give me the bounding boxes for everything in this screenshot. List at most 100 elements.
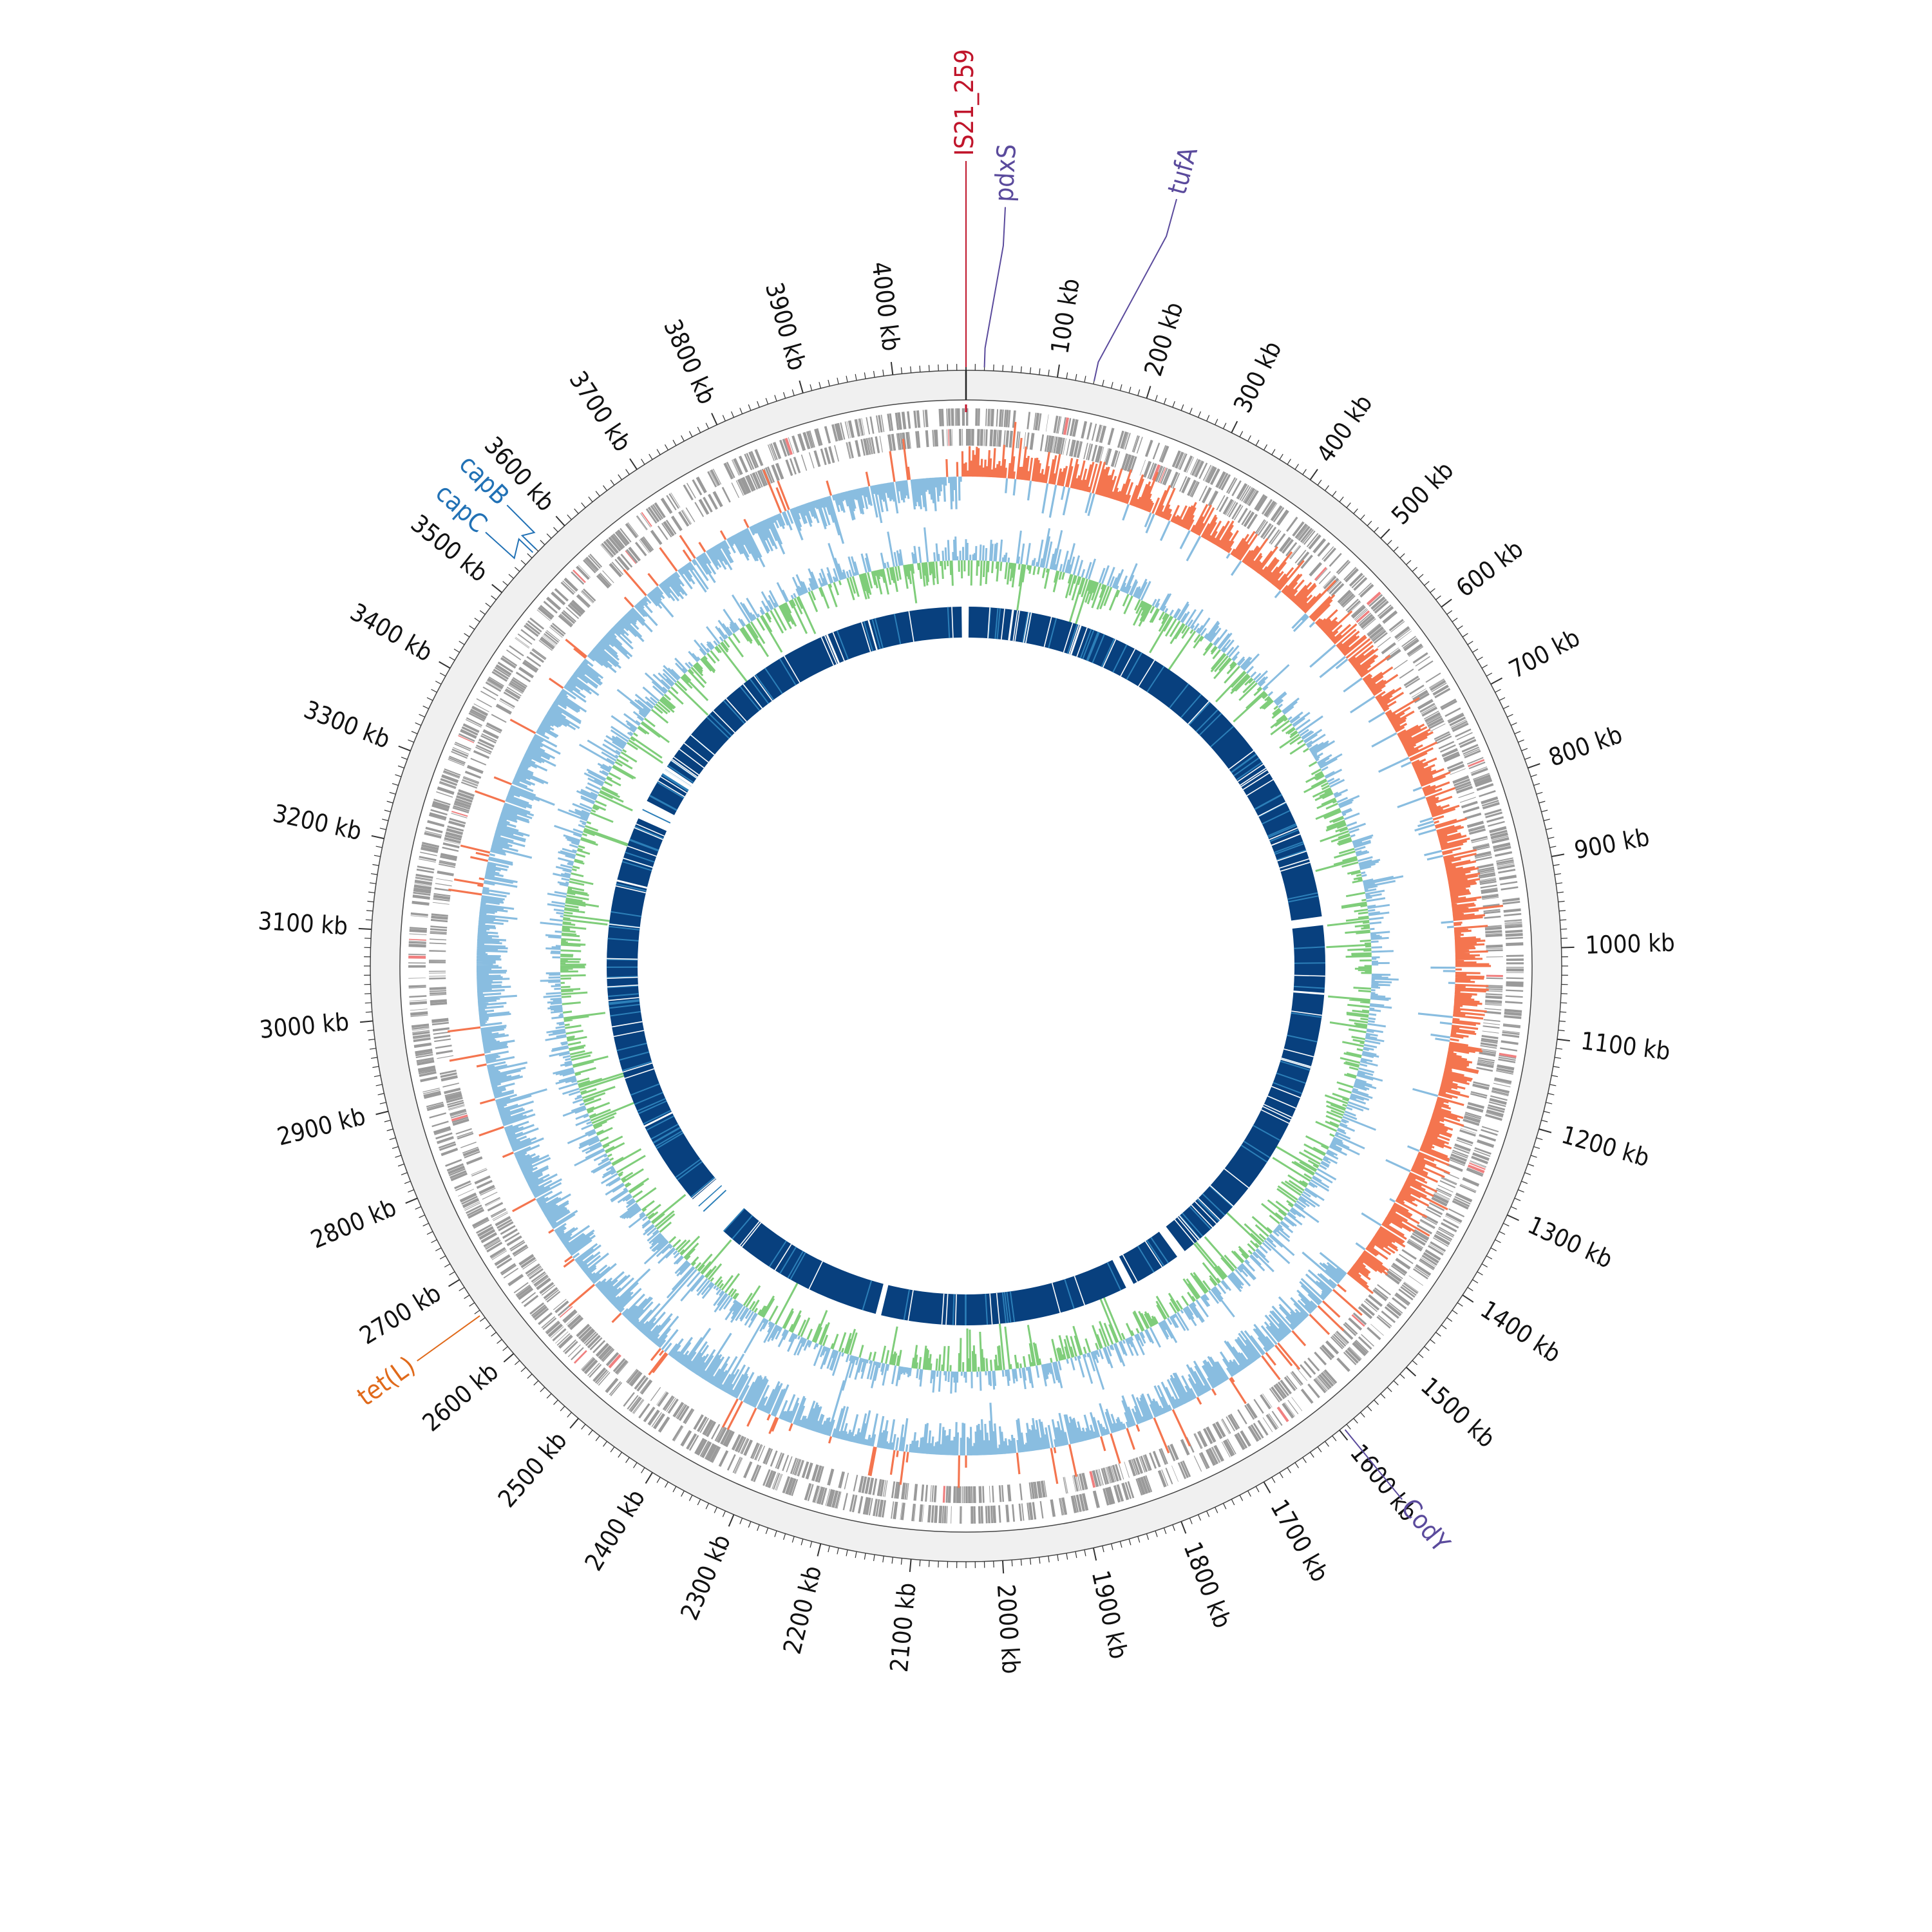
- minor-tick: [1102, 379, 1104, 386]
- minor-tick: [1332, 491, 1337, 497]
- minor-tick: [1222, 422, 1227, 429]
- tick-label: 1100 kb: [1579, 1027, 1672, 1066]
- tick-label: 2300 kb: [675, 1530, 736, 1624]
- minor-tick: [1521, 1180, 1528, 1184]
- minor-tick: [748, 404, 752, 411]
- minor-tick: [1075, 374, 1077, 381]
- blast-hit-block: [1119, 1231, 1177, 1284]
- minor-tick: [1155, 395, 1158, 402]
- minor-tick: [774, 395, 777, 402]
- minor-tick: [1467, 1287, 1473, 1291]
- major-tick: [503, 1353, 515, 1363]
- minor-tick: [395, 774, 402, 777]
- minor-tick: [540, 1387, 545, 1392]
- minor-tick: [581, 502, 586, 508]
- major-tick: [1056, 365, 1060, 378]
- minor-tick: [1553, 1066, 1560, 1068]
- minor-tick: [1430, 1339, 1435, 1344]
- minor-tick: [891, 1557, 893, 1564]
- minor-tick: [681, 435, 685, 442]
- minor-tick: [1163, 1528, 1167, 1535]
- minor-tick: [656, 449, 661, 455]
- minor-tick: [574, 508, 579, 514]
- gene-label-leader: [506, 504, 536, 550]
- tick-label: 700 kb: [1504, 623, 1584, 684]
- major-tick: [890, 362, 894, 375]
- minor-tick: [1302, 1457, 1307, 1463]
- blast-hit-block: [1166, 925, 1326, 1251]
- minor-tick: [1393, 546, 1399, 552]
- minor-tick: [1039, 368, 1041, 375]
- minor-tick: [1287, 1467, 1291, 1473]
- major-tick: [371, 835, 384, 840]
- minor-tick: [757, 1524, 760, 1531]
- minor-tick: [697, 426, 701, 433]
- blast-hit-block: [881, 1260, 1126, 1326]
- minor-tick: [1119, 384, 1122, 391]
- minor-tick: [1247, 1490, 1251, 1497]
- minor-tick: [1247, 435, 1251, 442]
- minor-tick: [419, 714, 425, 717]
- minor-tick: [384, 1119, 391, 1122]
- minor-tick: [1558, 900, 1565, 903]
- minor-tick: [1084, 1549, 1086, 1557]
- minor-tick: [485, 1324, 491, 1329]
- minor-tick: [474, 1309, 480, 1314]
- minor-tick: [1180, 404, 1184, 411]
- minor-tick: [1452, 618, 1458, 623]
- gc-skew-track: [447, 422, 1504, 1488]
- major-tick: [1231, 421, 1238, 433]
- minor-tick: [469, 625, 475, 630]
- minor-tick: [1556, 1048, 1563, 1050]
- minor-tick: [411, 730, 418, 735]
- minor-tick: [588, 1430, 593, 1435]
- major-tick: [1551, 853, 1565, 858]
- minor-tick: [1457, 625, 1463, 630]
- minor-tick: [1536, 1137, 1543, 1141]
- minor-tick: [1294, 1462, 1299, 1468]
- minor-tick: [782, 1533, 786, 1540]
- gene-label-leader: [1094, 198, 1177, 381]
- minor-tick: [1309, 1452, 1314, 1458]
- major-tick: [1180, 1521, 1187, 1534]
- minor-tick: [1499, 697, 1506, 701]
- tick-label: 2200 kb: [778, 1563, 828, 1657]
- minor-tick: [1029, 1558, 1032, 1565]
- major-tick: [398, 745, 411, 752]
- minor-tick: [370, 873, 378, 875]
- minor-tick: [1533, 782, 1540, 786]
- minor-tick: [382, 819, 389, 821]
- minor-tick: [1172, 1524, 1175, 1531]
- major-tick: [1339, 1430, 1349, 1441]
- minor-tick: [1452, 1309, 1458, 1314]
- minor-tick: [757, 401, 760, 408]
- minor-tick: [508, 574, 514, 579]
- minor-tick: [419, 1215, 425, 1218]
- minor-tick: [439, 1255, 446, 1260]
- minor-tick: [672, 1486, 677, 1493]
- minor-tick: [1128, 1539, 1132, 1546]
- major-tick: [491, 583, 502, 593]
- minor-tick: [1346, 1424, 1351, 1430]
- minor-tick: [705, 422, 710, 429]
- minor-tick: [1332, 1435, 1337, 1441]
- minor-tick: [527, 553, 533, 558]
- minor-tick: [1231, 1499, 1235, 1506]
- major-tick: [728, 1514, 735, 1527]
- minor-tick: [1524, 757, 1531, 760]
- tick-label: 1500 kb: [1416, 1372, 1501, 1453]
- major-tick: [405, 1197, 418, 1204]
- major-tick: [711, 413, 718, 426]
- minor-tick: [367, 1029, 374, 1032]
- minor-tick: [449, 656, 455, 661]
- gc-content-positive: [560, 560, 1372, 1372]
- minor-tick: [649, 453, 653, 460]
- tick-label: 2700 kb: [355, 1279, 446, 1350]
- tick-label: 2800 kb: [307, 1193, 400, 1254]
- minor-tick: [714, 1507, 717, 1513]
- minor-tick: [1084, 375, 1086, 383]
- minor-tick: [618, 1452, 623, 1458]
- minor-tick: [882, 369, 884, 376]
- minor-tick: [422, 1222, 429, 1227]
